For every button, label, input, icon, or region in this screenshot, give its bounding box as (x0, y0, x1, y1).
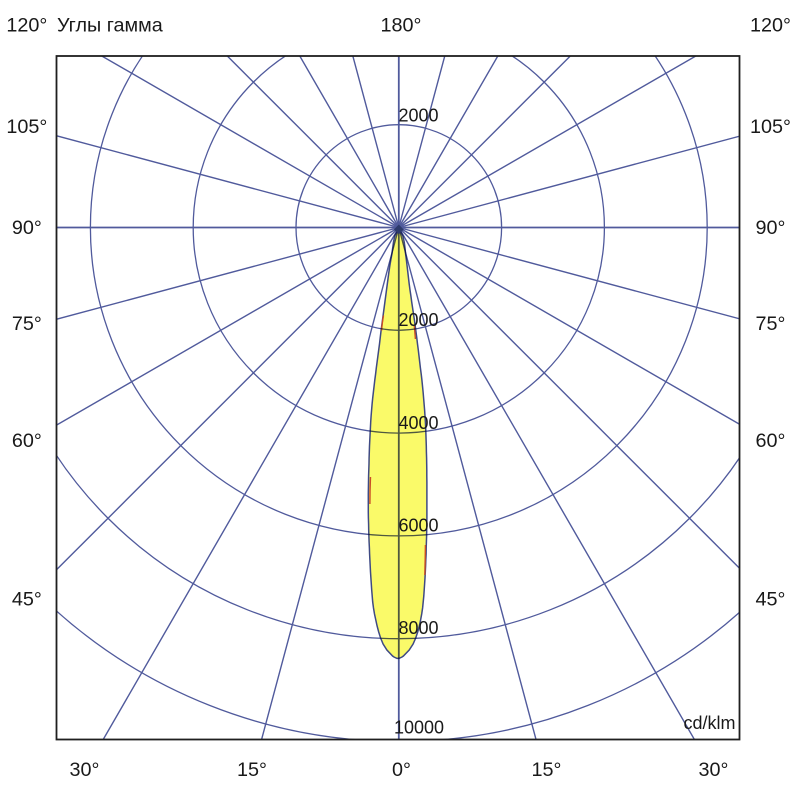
svg-text:75°: 75° (12, 313, 42, 335)
svg-text:45°: 45° (756, 589, 786, 611)
svg-text:120°: 120° (750, 15, 791, 37)
svg-text:Углы гамма: Углы гамма (57, 15, 163, 37)
svg-text:30°: 30° (699, 759, 729, 781)
svg-text:cd/klm: cd/klm (683, 713, 735, 733)
svg-text:120°: 120° (6, 15, 47, 37)
svg-text:105°: 105° (750, 116, 791, 138)
svg-text:4000: 4000 (399, 413, 439, 433)
svg-text:60°: 60° (12, 430, 42, 452)
svg-text:105°: 105° (6, 116, 47, 138)
svg-text:8000: 8000 (399, 618, 439, 638)
svg-text:60°: 60° (756, 430, 786, 452)
svg-text:2000: 2000 (399, 106, 439, 126)
svg-text:30°: 30° (70, 759, 100, 781)
svg-text:10000: 10000 (394, 718, 444, 738)
svg-text:2000: 2000 (399, 310, 439, 330)
svg-text:0°: 0° (392, 759, 411, 781)
svg-text:75°: 75° (756, 313, 786, 335)
svg-text:15°: 15° (532, 759, 562, 781)
svg-text:90°: 90° (12, 217, 42, 239)
svg-text:45°: 45° (12, 589, 42, 611)
svg-text:15°: 15° (237, 759, 267, 781)
svg-text:180°: 180° (380, 15, 421, 37)
svg-text:6000: 6000 (399, 515, 439, 535)
svg-text:90°: 90° (756, 217, 786, 239)
